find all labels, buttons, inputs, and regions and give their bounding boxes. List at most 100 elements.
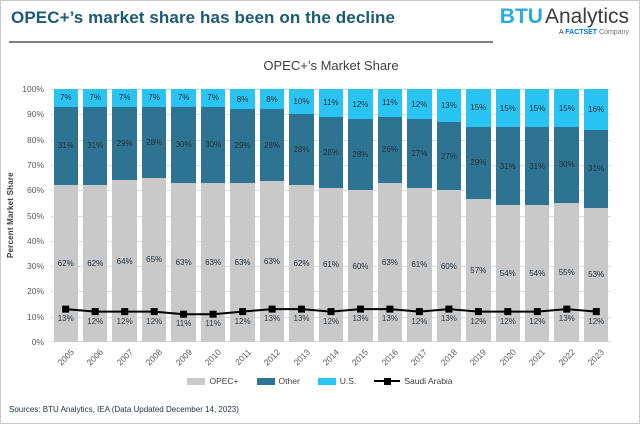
bar-segment-opec-2014: 61% (318, 187, 344, 342)
legend-label: OPEC+ (209, 376, 239, 386)
bar-segment-other-2006: 31% (82, 106, 108, 186)
tagline-company: Company (599, 29, 629, 37)
bar-2016: 11% 26% 63% (375, 89, 404, 342)
bar-2011: 8% 29% 63% (228, 89, 257, 342)
line-value-label-2016: 13% (381, 314, 398, 324)
line-value-label-2014: 12% (322, 316, 340, 326)
bar-2021: 15% 31% 54% (523, 89, 552, 342)
y-tick-20: 20% (26, 286, 44, 297)
bar-segment-us-2013: 10% (289, 89, 314, 115)
bar-segment-other-2017: 27% (407, 119, 432, 188)
legend-item-other: Other (256, 376, 300, 386)
bar-2019: 15% 29% 57% (464, 89, 493, 342)
legend-item-saudiarabia: Saudi Arabia (374, 376, 453, 386)
bar-2008: 7% 28% 65% (139, 89, 168, 342)
bar-2012: 8% 28% 63% (257, 89, 286, 342)
legend-label: Saudi Arabia (404, 376, 453, 386)
x-tick-2012: 2012 (261, 347, 283, 368)
bar-segment-other-2021: 31% (525, 126, 550, 206)
bar-2007: 7% 29% 64% (110, 89, 139, 342)
bar-segment-other-2018: 27% (436, 121, 462, 191)
x-tick-2022: 2022 (556, 347, 577, 368)
y-tick-10: 10% (26, 311, 44, 322)
bar-segment-opec-2017: 61% (407, 187, 432, 342)
legend-item-us: U.S. (317, 376, 357, 386)
line-value-label-2013: 13% (293, 314, 310, 324)
y-tick-30: 30% (26, 261, 44, 272)
bar-segment-other-2010: 30% (200, 106, 226, 183)
bar-segment-opec-2011: 63% (230, 182, 255, 342)
line-value-label-2020: 12% (499, 316, 516, 326)
x-tick-2019: 2019 (467, 347, 489, 368)
bar-2006: 7% 31% 62% (80, 89, 109, 342)
bar-segment-us-2014: 11% (318, 89, 344, 117)
bar-segment-opec-2020: 54% (495, 205, 520, 342)
x-tick-2020: 2020 (497, 347, 518, 368)
legend-label: Other (278, 376, 300, 386)
bar-segment-other-2016: 26% (377, 116, 403, 183)
bar-2017: 12% 27% 61% (405, 89, 434, 342)
line-value-label-2015: 13% (352, 314, 369, 324)
bar-segment-opec-2019: 57% (466, 199, 491, 342)
bar-segment-opec-2022: 55% (554, 202, 579, 342)
y-tick-70: 70% (26, 159, 44, 170)
y-tick-60: 60% (26, 185, 44, 196)
chart-legend: OPEC+ Other U.S. Saudi Arabia (1, 376, 639, 386)
bar-segment-us-2012: 8% (259, 89, 285, 110)
y-tick-80: 80% (26, 134, 44, 145)
x-axis-labels: 2005 2006 2007 2008 2009 2010 2011 2012 2013 2014… (51, 344, 611, 372)
line-value-label-2008: 12% (146, 316, 163, 326)
bar-segment-opec-2006: 62% (82, 185, 108, 342)
line-value-label-2018: 13% (440, 314, 457, 324)
legend-label: U.S. (339, 376, 357, 386)
plot-area: 7% 31% 62% 7% 31% 62% 7% 29% 64% 7% 28% 65% 7% 30% 63%… (51, 89, 611, 342)
line-value-label-2010: 11% (205, 319, 221, 329)
bar-segment-us-2019: 15% (466, 89, 491, 127)
bar-segment-opec-2009: 63% (171, 182, 196, 342)
bar-segment-us-2023: 16% (583, 89, 609, 130)
tagline-factset: FACTSET (565, 29, 598, 37)
legend-item-opec: OPEC+ (187, 376, 239, 386)
bar-segment-other-2013: 28% (289, 114, 314, 186)
bar-segment-us-2016: 11% (377, 89, 403, 117)
bar-segment-other-2012: 28% (259, 109, 285, 181)
line-value-label-2005: 13% (57, 314, 74, 324)
bar-segment-other-2015: 28% (348, 119, 373, 191)
legend-swatch (256, 377, 275, 385)
x-tick-2017: 2017 (409, 347, 430, 368)
x-tick-2006: 2006 (84, 347, 106, 368)
x-tick-2007: 2007 (114, 347, 135, 368)
bar-2015: 12% 28% 60% (346, 89, 375, 342)
chart-title: OPEC+’s Market Share (263, 58, 399, 73)
bar-segment-other-2022: 30% (554, 126, 579, 203)
page-title: OPEC+’s market share has been on the dec… (11, 8, 396, 27)
bar-segment-opec-2018: 60% (436, 190, 462, 342)
bar-segment-us-2011: 8% (230, 89, 255, 110)
tagline-a: A (558, 29, 564, 37)
bar-segment-us-2008: 7% (141, 89, 167, 107)
bar-series-container: 7% 31% 62% 7% 31% 62% 7% 29% 64% 7% 28% 65% 7% 30% 63%… (51, 89, 611, 342)
x-tick-2009: 2009 (173, 347, 194, 368)
bar-segment-other-2007: 29% (112, 106, 137, 181)
x-tick-2005: 2005 (55, 347, 76, 368)
bar-segment-opec-2015: 60% (348, 190, 373, 342)
logo-btu-text: BTU (499, 5, 543, 28)
bar-2020: 15% 31% 54% (493, 89, 522, 342)
bar-segment-us-2018: 13% (436, 89, 462, 122)
bar-2009: 7% 30% 63% (169, 89, 198, 342)
logo-wordmark: BTUAnalytics (499, 5, 629, 28)
y-tick-100: 100% (22, 84, 44, 94)
x-tick-2023: 2023 (585, 347, 607, 368)
bar-segment-other-2020: 31% (495, 126, 520, 206)
bar-2014: 11% 28% 61% (316, 89, 345, 342)
line-value-label-2009: 11% (175, 319, 192, 329)
bar-segment-other-2023: 31% (583, 129, 609, 208)
y-axis-ticks: 0% 10% 20% 30% 40% 50% 60% 70% 80% 90% 100% (1, 84, 46, 347)
legend-swatch (317, 377, 336, 385)
bar-segment-other-2005: 31% (53, 106, 78, 186)
line-value-label-2022: 13% (558, 314, 575, 324)
bar-2018: 13% 27% 60% (434, 89, 463, 342)
y-tick-40: 40% (26, 235, 44, 246)
x-tick-2010: 2010 (202, 347, 224, 368)
